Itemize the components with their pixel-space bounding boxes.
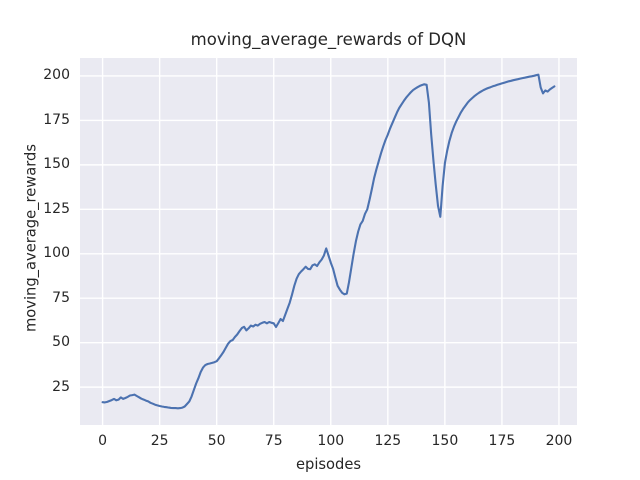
x-tick-label: 75 xyxy=(264,433,283,449)
chart-canvas xyxy=(80,58,577,425)
x-tick-label: 200 xyxy=(545,433,573,449)
x-tick-label: 0 xyxy=(98,433,108,449)
x-axis-label: episodes xyxy=(295,456,362,473)
y-tick-label: 175 xyxy=(43,111,70,128)
y-tick-label: 100 xyxy=(43,245,70,262)
x-tick-label: 100 xyxy=(317,433,345,449)
y-tick-label: 25 xyxy=(52,378,70,395)
x-tick-label: 150 xyxy=(431,433,459,449)
y-tick-label: 75 xyxy=(52,289,70,306)
y-tick-label: 50 xyxy=(52,334,70,351)
x-tick-label: 25 xyxy=(150,433,169,449)
chart-title: moving_average_rewards of DQN xyxy=(190,30,467,49)
x-tick-label: 50 xyxy=(207,433,226,449)
y-tick-label: 125 xyxy=(43,200,70,217)
y-axis-label: moving_average_rewards xyxy=(22,143,40,333)
y-tick-label: 150 xyxy=(43,156,70,173)
x-tick-label: 125 xyxy=(374,433,402,449)
y-tick-label: 200 xyxy=(43,67,70,84)
plot-area xyxy=(80,58,577,425)
x-tick-label: 175 xyxy=(488,433,516,449)
series-line xyxy=(101,73,556,410)
